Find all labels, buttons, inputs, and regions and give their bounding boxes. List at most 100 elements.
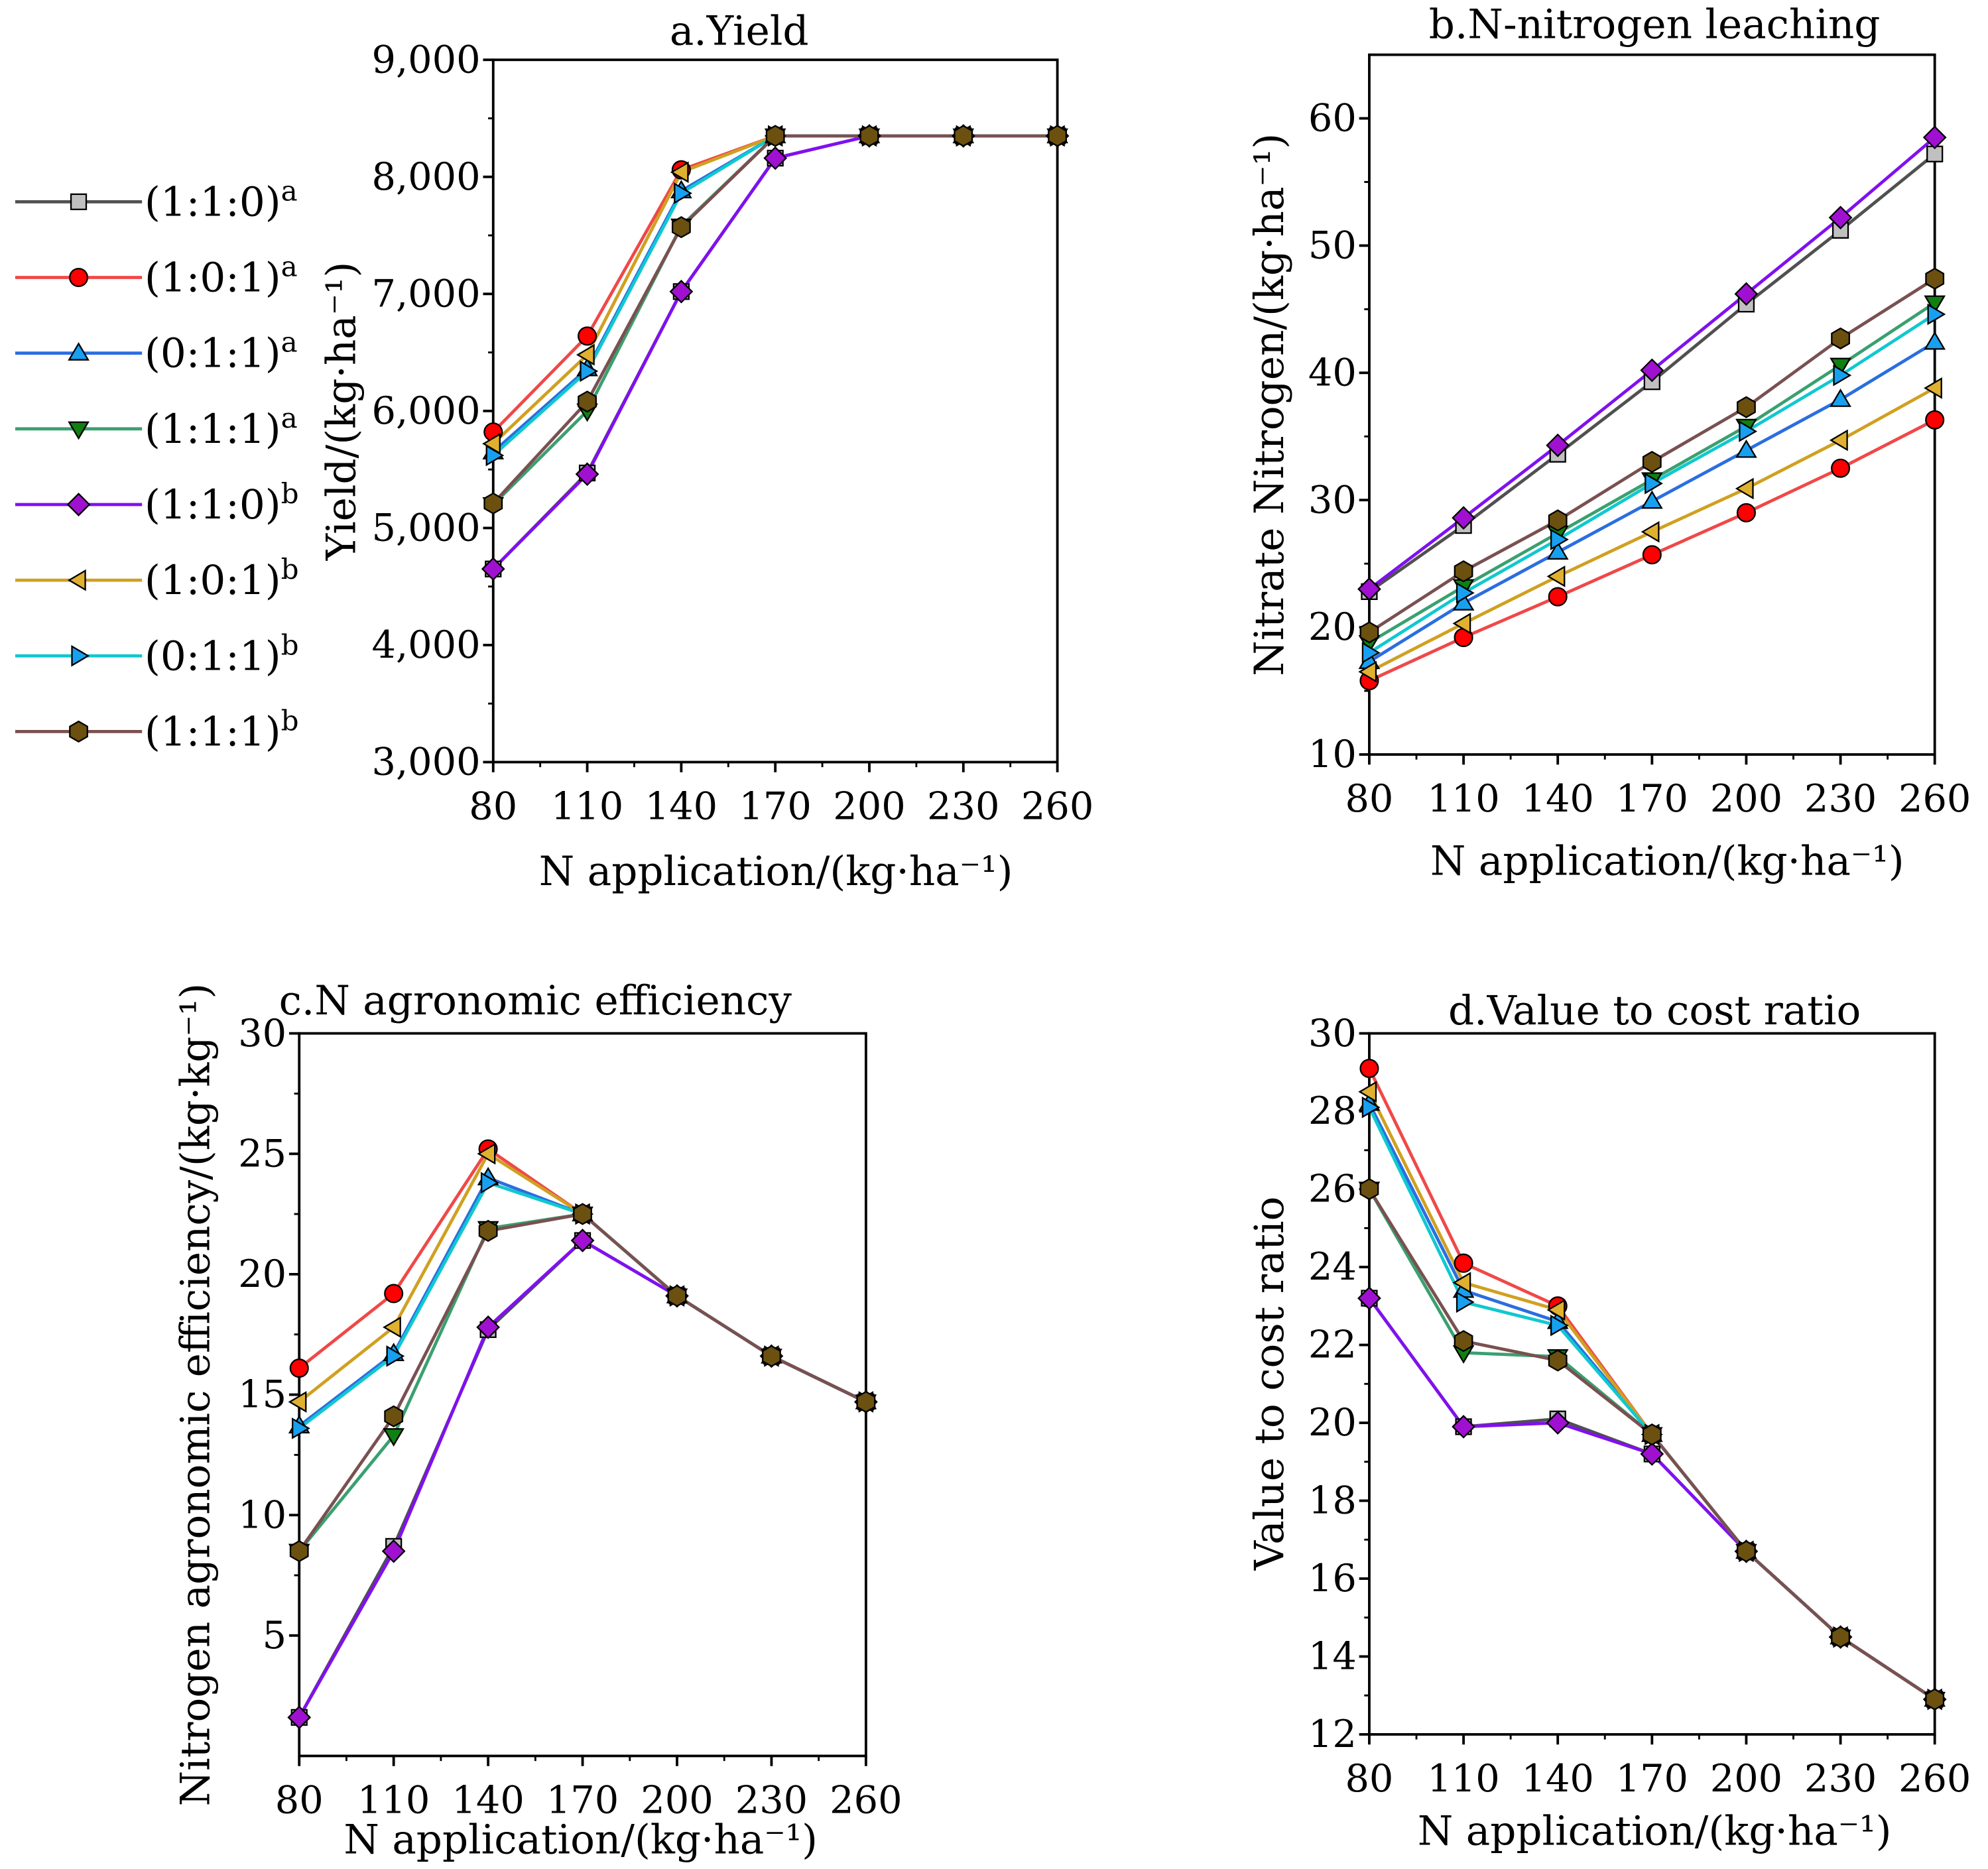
data-point — [1548, 1349, 1568, 1372]
chart-panel-b: 80 110 140 170 200 230 260 10 20 30 40 50 60 b.N-nitr… — [1246, 1, 1971, 885]
triangle-up-marker-icon — [68, 342, 90, 361]
legend-label: (1:1:1)a — [145, 402, 298, 453]
data-point — [1829, 429, 1848, 452]
data-point — [1831, 458, 1851, 478]
data-point — [483, 492, 503, 514]
data-point — [477, 1142, 496, 1165]
data-point — [1831, 1626, 1850, 1648]
data-point — [1830, 389, 1851, 407]
y-axis-label: Value to cost ratio — [1246, 1196, 1293, 1571]
data-point — [1361, 642, 1381, 664]
y-tick-label: 10 — [238, 1492, 286, 1537]
data-point — [1550, 528, 1569, 551]
data-point — [383, 1428, 405, 1447]
x-tick-label: 170 — [546, 1778, 619, 1823]
y-tick-label: 50 — [1308, 223, 1357, 268]
square-marker-icon — [70, 193, 88, 210]
data-point — [763, 146, 788, 170]
data-point — [954, 125, 973, 147]
data-point — [856, 1390, 876, 1414]
data-point — [1359, 621, 1379, 644]
series-line — [492, 134, 1058, 505]
legend-superscript: b — [281, 629, 299, 661]
data-point — [1831, 327, 1850, 350]
x-tick-label: 80 — [469, 784, 517, 829]
triangle-left-marker-icon — [67, 569, 86, 591]
data-point — [1550, 1314, 1569, 1337]
series-line — [1367, 1091, 1936, 1701]
y-tick-label: 9,000 — [371, 37, 480, 82]
legend-label: (1:1:0)b — [145, 477, 299, 528]
x-tick-label: 230 — [927, 784, 999, 829]
data-point — [573, 1203, 592, 1225]
data-point — [476, 1315, 500, 1339]
data-point — [478, 1219, 498, 1242]
chart-title: b.N-nitrogen leaching — [1429, 1, 1881, 48]
y-tick-label: 30 — [1308, 477, 1357, 522]
legend-superscript: b — [281, 477, 299, 510]
diamond-marker-icon — [66, 493, 91, 516]
data-point — [1924, 331, 1946, 350]
data-point — [1546, 565, 1566, 587]
series-line — [492, 134, 1058, 506]
data-point — [1546, 1411, 1570, 1435]
x-tick-label: 140 — [1521, 1756, 1593, 1801]
x-tick-label: 140 — [1521, 776, 1593, 821]
data-point — [480, 1172, 499, 1194]
data-point — [1640, 1442, 1664, 1466]
data-point — [580, 360, 599, 383]
data-point — [1048, 125, 1067, 147]
series-line — [1367, 1107, 1936, 1701]
y-tick-label: 5 — [263, 1613, 286, 1658]
y-tick-label: 15 — [238, 1372, 286, 1417]
data-point — [1927, 303, 1946, 326]
y-tick-label: 60 — [1308, 96, 1357, 141]
data-point — [670, 161, 689, 184]
data-point — [1358, 660, 1377, 683]
x-tick-label: 80 — [1345, 776, 1393, 821]
data-point — [1456, 1291, 1475, 1313]
y-tick-label: 16 — [1308, 1556, 1357, 1600]
data-point — [1736, 503, 1756, 522]
legend-item: (1:1:0)a — [15, 174, 298, 225]
y-axis-label: Yield/(kg·ha⁻¹) — [318, 262, 365, 562]
y-tick-label: 6,000 — [371, 389, 480, 433]
data-point — [1452, 613, 1471, 634]
data-point — [1925, 267, 1945, 290]
legend-label: (0:1:1)b — [145, 629, 299, 680]
data-point — [1739, 420, 1758, 442]
y-tick-label: 10 — [1308, 732, 1357, 776]
y-tick-label: 14 — [1308, 1634, 1357, 1679]
data-point — [1642, 545, 1662, 565]
y-axis-label: Nitrate Nitrogen/(kg·ha⁻¹) — [1246, 133, 1293, 676]
x-axis-label: N application/(kg·ha⁻¹) — [343, 1817, 818, 1864]
data-point — [1454, 1330, 1473, 1353]
data-point — [1734, 282, 1759, 306]
x-tick-label: 230 — [1804, 1756, 1877, 1801]
series-line — [298, 1238, 867, 1718]
data-point — [386, 1345, 405, 1367]
data-point — [381, 1539, 406, 1563]
data-point — [578, 326, 597, 346]
x-axis-label: N application/(kg·ha⁻¹) — [1418, 1807, 1892, 1854]
legend-superscript: a — [281, 402, 298, 434]
x-tick-label: 140 — [645, 784, 717, 829]
data-point — [288, 1391, 307, 1413]
x-tick-label: 200 — [833, 784, 905, 829]
x-tick-label: 110 — [357, 1778, 430, 1823]
y-tick-label: 20 — [238, 1252, 286, 1296]
y-tick-label: 25 — [238, 1131, 286, 1176]
x-tick-label: 80 — [1345, 1756, 1393, 1801]
data-point — [669, 279, 694, 304]
series-line — [492, 134, 1058, 434]
x-tick-label: 140 — [452, 1778, 524, 1823]
series-line — [1367, 1067, 1936, 1701]
data-point — [765, 125, 785, 147]
series-line — [1367, 1103, 1936, 1701]
chart-title: d.Value to cost ratio — [1448, 987, 1861, 1034]
data-point — [384, 1405, 404, 1427]
legend-label: (1:0:1)a — [145, 251, 298, 302]
x-tick-label: 200 — [1710, 776, 1782, 821]
legend-label: (1:1:0)a — [145, 174, 298, 225]
